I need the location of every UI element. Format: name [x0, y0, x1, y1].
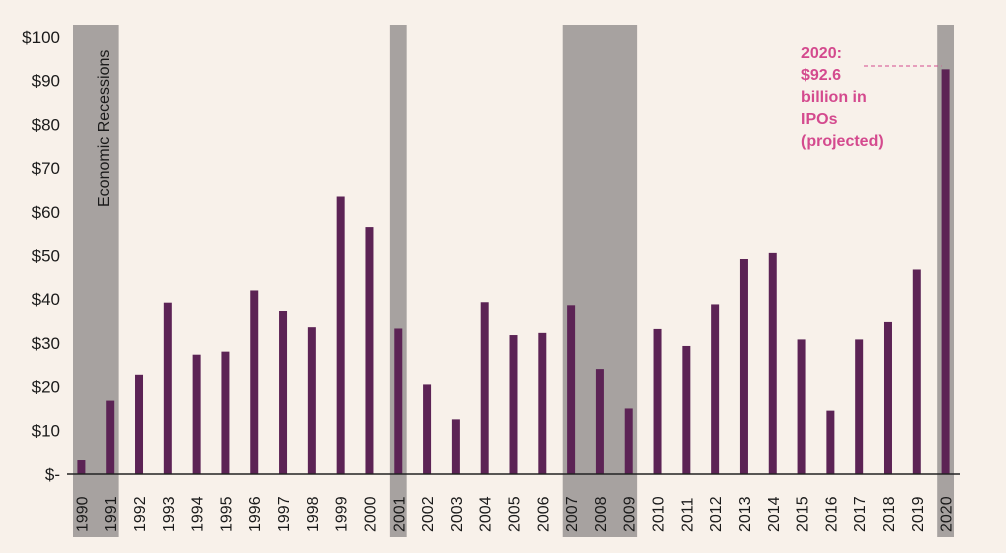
bar-1990: [77, 460, 86, 474]
bar-2002: [423, 384, 432, 474]
bar-2010: [653, 328, 662, 474]
x-tick-label: 1991: [103, 496, 120, 532]
annotation-line: (projected): [801, 133, 884, 150]
bar-1999: [336, 196, 345, 474]
bar-2011: [682, 345, 691, 474]
y-tick-label: $40: [32, 290, 60, 309]
recession-band-2001: [389, 25, 407, 537]
annotation-line: 2020:: [801, 45, 842, 62]
bar-2015: [797, 339, 806, 474]
annotation-line: billion in: [801, 89, 867, 106]
bar-2018: [883, 321, 892, 474]
bar-2000: [365, 227, 374, 474]
bar-1997: [279, 310, 288, 474]
x-tick-label: 2018: [881, 496, 898, 532]
annotation-line: IPOs: [801, 111, 838, 128]
x-tick-label: 2014: [766, 496, 783, 532]
x-tick-label: 2006: [535, 496, 552, 532]
x-tick-label: 2005: [507, 496, 524, 532]
bar-1996: [250, 290, 259, 474]
x-tick-label: 2012: [708, 496, 725, 532]
y-tick-label: $-: [45, 465, 60, 484]
annotation: 2020: $92.6 billion in IPOs (projected): [801, 45, 884, 150]
y-tick-label: $100: [22, 28, 60, 47]
annotation-line: $92.6: [801, 67, 841, 84]
x-tick-label: 2007: [564, 496, 581, 532]
y-tick-label: $10: [32, 421, 60, 440]
bar-2013: [739, 258, 748, 474]
x-tick-label: 2020: [939, 496, 956, 532]
x-tick-label: 2008: [593, 496, 610, 532]
x-tick-label: 1992: [132, 496, 149, 532]
bar-2019: [912, 269, 921, 474]
bar-1994: [192, 354, 201, 474]
x-tick-label: 1993: [161, 496, 178, 532]
x-tick-label: 1999: [334, 496, 351, 532]
bar-2005: [509, 335, 518, 474]
bar-2003: [451, 419, 460, 474]
x-tick-label: 2002: [420, 496, 437, 532]
y-tick-label: $60: [32, 203, 60, 222]
bar-2009: [624, 408, 633, 474]
x-tick-label: 2003: [449, 496, 466, 532]
x-tick-label: 1994: [190, 496, 207, 532]
bar-2006: [538, 332, 547, 474]
bar-2017: [855, 339, 864, 474]
bar-2008: [595, 369, 604, 474]
bar-2020: [941, 69, 950, 474]
bar-2001: [394, 328, 403, 474]
x-tick-label: 1996: [247, 496, 264, 532]
bar-2016: [826, 410, 835, 474]
bars: [77, 69, 950, 474]
bar-2004: [480, 302, 489, 474]
bar-1993: [163, 302, 172, 474]
x-tick-label: 2009: [622, 496, 639, 532]
x-tick-label: 2013: [737, 496, 754, 532]
y-tick-label: $20: [32, 378, 60, 397]
y-tick-label: $50: [32, 247, 60, 266]
x-tick-label: 1997: [276, 496, 293, 532]
x-tick-label: 2004: [478, 496, 495, 532]
bar-1998: [307, 327, 316, 474]
x-tick-label: 1995: [218, 496, 235, 532]
x-tick-label: 2019: [910, 496, 927, 532]
bar-1991: [106, 400, 115, 474]
x-tick-label: 2011: [679, 497, 696, 532]
bar-2007: [567, 305, 576, 474]
x-tick-label: 2000: [362, 496, 379, 532]
recession-label: Economic Recessions: [96, 50, 113, 207]
x-tick-label: 2010: [651, 496, 668, 532]
x-tick-label: 2015: [795, 496, 812, 532]
x-tick-label: 2017: [852, 496, 869, 532]
y-tick-label: $70: [32, 159, 60, 178]
x-tick-label: 2016: [823, 496, 840, 532]
y-tick-label: $30: [32, 334, 60, 353]
bar-1995: [221, 351, 230, 474]
x-axis-ticks: 1990 1991 1992 1993 1994 1995 1996 1997 1998 1999…: [74, 496, 955, 532]
x-tick-label: 1998: [305, 496, 322, 532]
bar-1992: [135, 374, 144, 474]
x-tick-label: 1990: [74, 496, 91, 532]
y-tick-label: $80: [32, 115, 60, 134]
y-axis-ticks: $- $10 $20 $30 $40 $50 $60 $70 $80 $90 $100: [22, 28, 60, 484]
bar-2014: [768, 252, 777, 474]
y-tick-label: $90: [32, 72, 60, 91]
x-tick-label: 2001: [391, 496, 408, 532]
bar-2012: [711, 304, 720, 474]
